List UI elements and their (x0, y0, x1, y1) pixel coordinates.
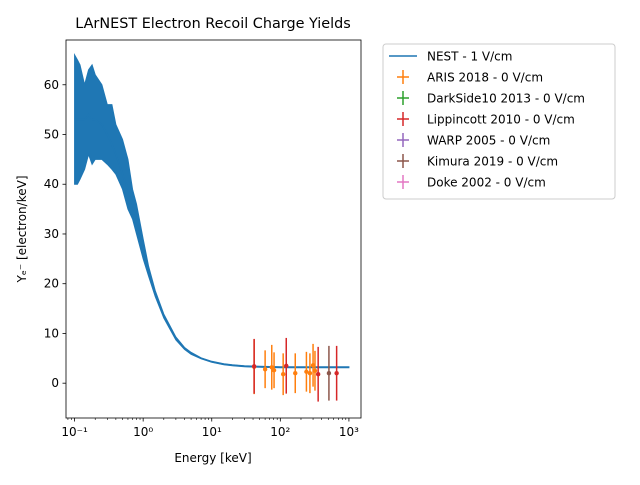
data-point (304, 369, 309, 374)
x-tick-label: 10¹ (202, 425, 222, 439)
y-tick-label: 20 (44, 277, 59, 291)
y-tick-label: 10 (44, 326, 59, 340)
legend-label: ARIS 2018 - 0 V/cm (427, 71, 543, 85)
nest-band (74, 53, 350, 369)
x-tick-label: 10⁰ (133, 425, 153, 439)
x-tick-label: 10³ (339, 425, 359, 439)
plot-area (74, 53, 350, 402)
data-point (334, 371, 339, 376)
axes: 10⁻¹ 10⁰ 10¹ 10² 10³ 0 10 20 30 40 50 60 (44, 39, 362, 439)
legend-label: WARP 2005 - 0 V/cm (427, 134, 550, 148)
data-point (280, 372, 286, 377)
legend-entry: Doke 2002 - 0 V/cm (397, 175, 546, 190)
legend-entry: Kimura 2019 - 0 V/cm (397, 154, 558, 169)
legend-label: NEST - 1 V/cm (427, 50, 512, 64)
y-tick-label: 30 (44, 227, 59, 241)
nest-center-line (74, 113, 349, 369)
y-tick-label: 40 (44, 177, 59, 191)
plot-inner (74, 53, 350, 402)
y-tick-label: 50 (44, 128, 59, 142)
legend: NEST - 1 V/cm ARIS 2018 - 0 V/cm DarkSide1… (382, 43, 616, 200)
data-point (269, 365, 274, 370)
legend-label: Lippincott 2010 - 0 V/cm (427, 113, 575, 127)
series-4 (326, 345, 332, 401)
x-tick-label: 10² (270, 425, 290, 439)
legend-label: DarkSide10 2013 - 0 V/cm (427, 92, 585, 106)
y-tick-label: 0 (51, 376, 59, 390)
chart-title: LArNEST Electron Recoil Charge Yields (75, 16, 351, 32)
y-tick-label: 60 (44, 78, 59, 92)
data-point (251, 364, 257, 369)
data-point (307, 371, 313, 376)
data-point (310, 363, 316, 368)
legend-entry: ARIS 2018 - 0 V/cm (397, 70, 543, 85)
x-axis-label: Energy [keV] (174, 451, 251, 465)
series-0 (251, 339, 318, 396)
legend-entry: Lippincott 2010 - 0 V/cm (397, 112, 575, 127)
data-point (315, 372, 321, 377)
y-axis-label: Yₑ⁻ [electron/keV] (15, 175, 29, 283)
legend-frame (382, 43, 616, 200)
data-point (293, 371, 298, 376)
legend-label: Kimura 2019 - 0 V/cm (427, 155, 558, 169)
axes-frame (65, 39, 362, 419)
data-point (312, 368, 318, 373)
legend-entry: NEST - 1 V/cm (389, 50, 512, 64)
legend-entry: DarkSide10 2013 - 0 V/cm (397, 91, 585, 106)
x-tick-label: 10⁻¹ (61, 425, 88, 439)
data-point (326, 371, 332, 376)
series-2 (251, 337, 339, 402)
data-point (262, 367, 268, 372)
data-point (284, 363, 289, 368)
legend-label: Doke 2002 - 0 V/cm (427, 176, 546, 190)
legend-entry: WARP 2005 - 0 V/cm (397, 133, 550, 148)
data-point (271, 368, 277, 373)
